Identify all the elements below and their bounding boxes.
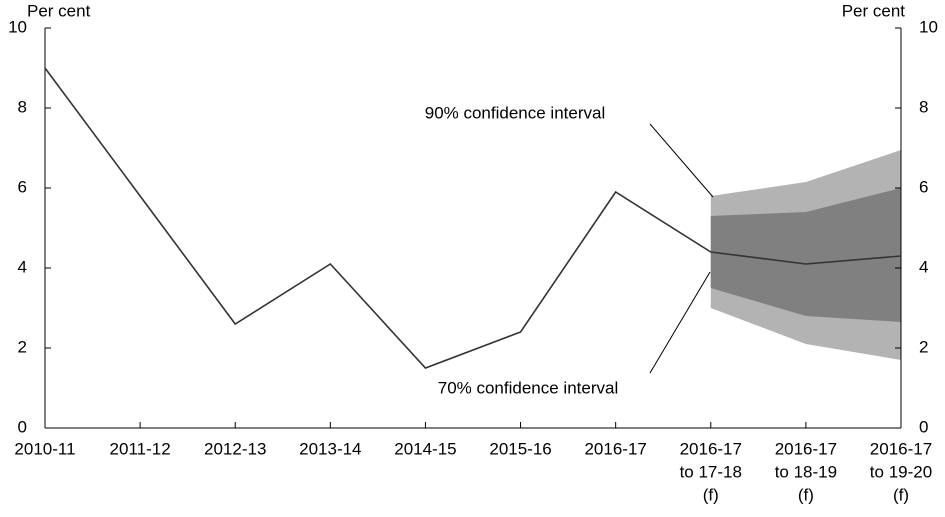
x-tick-label: (f)	[893, 485, 909, 504]
x-tick-label: (f)	[703, 485, 719, 504]
confidence-band	[710, 188, 901, 322]
x-tick-label: 2012-13	[204, 439, 266, 458]
y-axis-label: Per cent	[27, 1, 91, 20]
x-tick-label: 2013-14	[299, 439, 361, 458]
x-tick-label: 2016-17	[870, 439, 932, 458]
y2-tick-label: 4	[919, 257, 928, 276]
y-tick-label: 0	[18, 417, 27, 436]
y-tick-label: 8	[18, 97, 27, 116]
y2-tick-label: 6	[919, 177, 928, 196]
x-tick-label: to 18-19	[775, 462, 837, 481]
y-tick-label: 2	[18, 337, 27, 356]
annotation: 90% confidence interval	[425, 103, 606, 122]
x-tick-label: to 19-20	[870, 462, 932, 481]
x-tick-label: to 17-18	[680, 462, 742, 481]
leader-line	[649, 271, 711, 374]
y2-axis-label: Per cent	[842, 1, 906, 20]
x-tick-label: 2011-12	[110, 439, 171, 458]
y-tick-label: 6	[18, 177, 27, 196]
y2-tick-label: 10	[919, 17, 938, 36]
line	[44, 67, 902, 369]
x-tick-label: 2015-16	[489, 439, 551, 458]
y2-tick-label: 0	[919, 417, 928, 436]
x-tick-label: 2016-17	[584, 439, 646, 458]
x-tick-label: 2010-11	[14, 439, 75, 458]
y-tick-label: 4	[18, 257, 27, 276]
y-tick-label: 10	[8, 17, 27, 36]
x-tick-label: 2016-17	[680, 439, 742, 458]
x-tick-label: 2016-17	[775, 439, 837, 458]
y2-tick-label: 8	[919, 97, 928, 116]
leader-line	[649, 123, 714, 198]
y2-tick-label: 2	[919, 337, 928, 356]
x-tick-label: (f)	[798, 485, 814, 504]
annotation: 70% confidence interval	[438, 378, 619, 397]
x-tick-label: 2014-15	[394, 439, 456, 458]
